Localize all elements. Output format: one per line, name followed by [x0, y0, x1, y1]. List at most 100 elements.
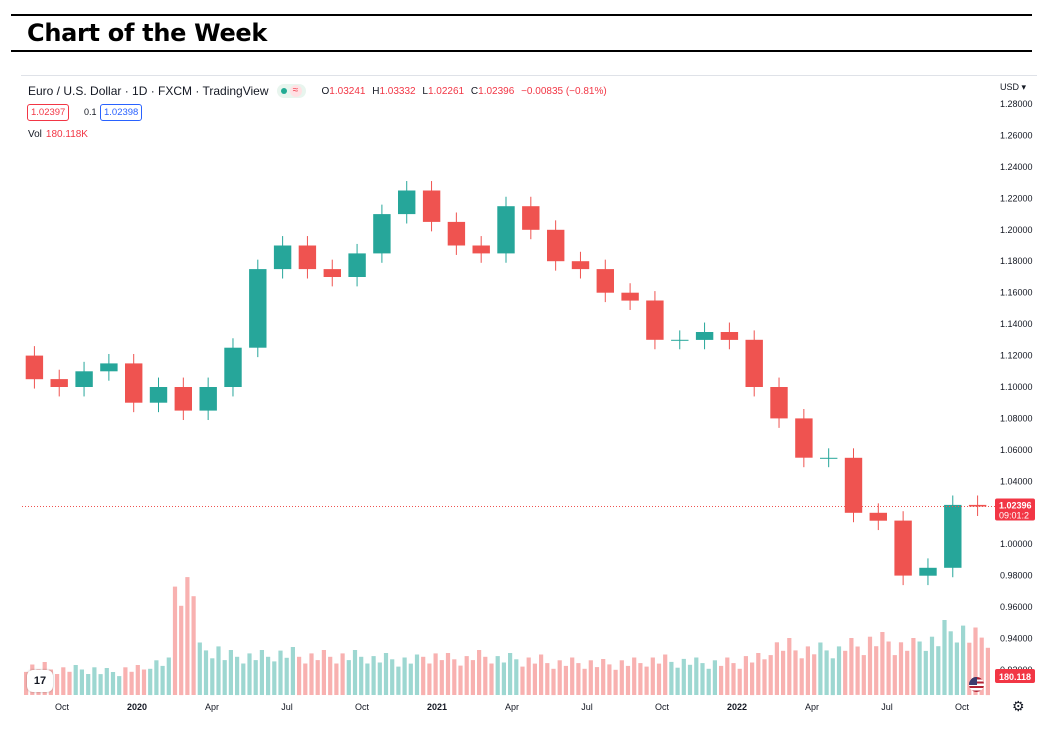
volume-bar [954, 642, 959, 695]
volume-bar [160, 665, 165, 695]
sell-price-button[interactable]: 1.02397 [27, 104, 70, 121]
gear-icon[interactable]: ⚙ [1012, 698, 1025, 714]
volume-bar [278, 650, 283, 695]
price-tick-label: 0.96000 [1000, 602, 1033, 612]
market-status-badge[interactable]: ≈ [276, 84, 306, 98]
ohlc-values: O1.03241 H1.03332 L1.02261 C1.02396 −0.0… [322, 86, 607, 97]
volume-bar [508, 653, 513, 695]
volume-bar [390, 659, 395, 695]
volume-bar [985, 647, 990, 696]
candle-body [571, 261, 590, 270]
volume-bar [253, 660, 258, 695]
us-flag-icon [969, 677, 984, 692]
volume-bar [402, 657, 407, 695]
buy-price-button[interactable]: 1.02398 [100, 104, 143, 121]
volume-bar [774, 642, 779, 695]
volume-bar [284, 657, 289, 695]
close-label: C [470, 85, 479, 97]
x-tick-label: Oct [655, 702, 670, 712]
candle-body [497, 206, 515, 254]
volume-bar [880, 632, 885, 695]
change-value: −0.00835 (−0.81%) [521, 85, 607, 97]
volume-bar [383, 653, 389, 695]
volume-bar [576, 663, 581, 695]
volume-bar [272, 661, 277, 695]
volume-bar [247, 653, 252, 695]
price-tick-label: 0.98000 [1000, 571, 1033, 581]
volume-bar [700, 663, 705, 695]
candle-body [745, 339, 763, 387]
volume-bar [222, 660, 227, 695]
candle-body [249, 269, 267, 348]
volume-bar [874, 646, 879, 695]
price-tick-label: 1.04000 [1000, 476, 1033, 486]
volume-bar [104, 668, 109, 695]
price-tick-label: 1.24000 [1000, 162, 1033, 172]
volume-bar [948, 631, 953, 696]
volume-bar [663, 654, 668, 695]
volume-bar [210, 658, 215, 696]
page-title: Chart of the Week [27, 19, 268, 47]
volume-bar [191, 596, 196, 695]
volume-bar [892, 655, 897, 695]
volume-bar [216, 646, 221, 695]
volume-bar [855, 646, 860, 695]
volume-bar [92, 667, 97, 695]
volume-bar [743, 656, 748, 695]
tradingview-logo-icon[interactable]: 17 [27, 670, 53, 692]
volume-bar [495, 656, 500, 695]
candle-body [298, 245, 317, 270]
currency-selector[interactable]: USD ▾ [1000, 82, 1027, 92]
price-tick-label: 1.10000 [1000, 382, 1033, 392]
volume-bar [694, 657, 699, 695]
volume-bar [712, 660, 717, 695]
volume-bar [483, 656, 488, 696]
volume-bar [936, 646, 941, 695]
candle-body [547, 229, 565, 262]
price-tick-label: 1.06000 [1000, 445, 1033, 455]
volume-bar [377, 662, 382, 696]
volume-bar [458, 665, 463, 695]
volume-bar [148, 668, 153, 696]
x-tick-label: 2021 [427, 702, 447, 712]
volume-bar [687, 664, 693, 695]
candle-body [919, 567, 937, 576]
x-tick-label: Apr [505, 702, 519, 712]
candle-body [820, 457, 838, 459]
volume-bar [514, 659, 519, 695]
volume-bar [464, 656, 469, 695]
x-tick-label: Oct [955, 702, 970, 712]
volume-bar [898, 642, 904, 695]
volume-bar [768, 655, 773, 695]
candle-body [695, 332, 714, 340]
volume-bar [321, 650, 326, 695]
candle-body [646, 300, 664, 340]
volume-bar [644, 666, 649, 695]
volume-value: 180.118K [45, 129, 88, 140]
volume-bar [737, 668, 742, 696]
volume-bar [359, 656, 364, 696]
low-value: 1.02261 [427, 85, 465, 97]
volume-bar [371, 656, 376, 695]
symbol-title[interactable]: Euro / U.S. Dollar · 1D · FXCM · Trading… [28, 84, 269, 98]
volume-bar [638, 663, 643, 695]
candle-body [149, 387, 168, 403]
price-tick-label: 1.22000 [1000, 193, 1033, 203]
price-tick-label: 1.12000 [1000, 351, 1033, 361]
low-label: L [422, 85, 428, 97]
x-tick-label: 2020 [127, 702, 147, 712]
volume-bar [86, 674, 91, 695]
volume-bar [756, 653, 761, 695]
candles [25, 181, 987, 586]
price-tick-label: 1.08000 [1000, 413, 1033, 423]
volume-bar [501, 662, 506, 696]
volume-bar [979, 637, 984, 695]
chart-frame [21, 75, 1037, 721]
x-tick-label: Oct [55, 702, 70, 712]
volume-bar [297, 656, 302, 696]
x-tick-label: Apr [205, 702, 219, 712]
volume-bar [917, 641, 922, 695]
volume-bar [973, 627, 978, 695]
top-rule [11, 14, 1032, 16]
